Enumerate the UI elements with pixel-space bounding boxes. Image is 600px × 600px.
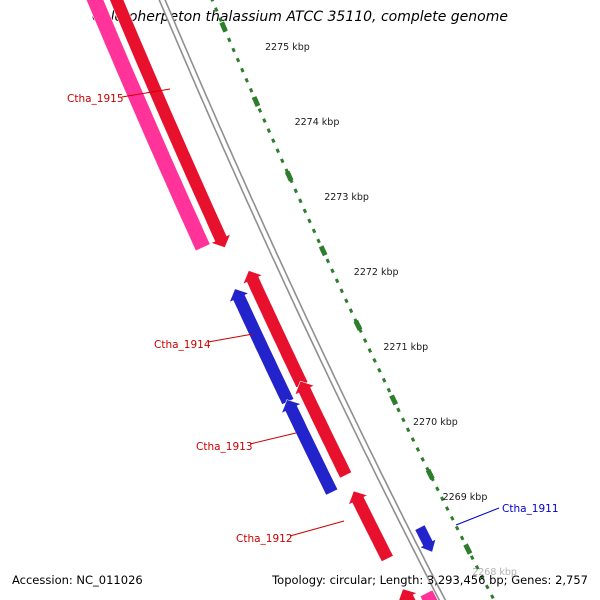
- tick-label-2273kbp: 2273 kbp: [324, 192, 369, 203]
- gene-label-Ctha_1915[interactable]: Ctha_1915: [67, 93, 124, 105]
- gene-unlabeled-blue-5[interactable]: [281, 399, 339, 496]
- gene-layer: [76, 0, 468, 600]
- major-tick-2272kbp: [318, 245, 328, 257]
- leader-line-Ctha_1915: [121, 88, 171, 98]
- tick-label-2272kbp: 2272 kbp: [354, 267, 399, 278]
- gene-Ctha_1913[interactable]: [294, 380, 353, 479]
- leader-line-Ctha_1913: [249, 432, 297, 445]
- gene-unlabeled-pink-0[interactable]: [76, 0, 211, 252]
- tick-label-2274kbp: 2274 kbp: [295, 117, 340, 128]
- leader-line-Ctha_1914: [207, 333, 254, 343]
- tick-label-2268kbp: 2268 kbp: [472, 567, 517, 578]
- gene-unlabeled-red-8[interactable]: [398, 588, 447, 600]
- backbone-layer: [158, 0, 447, 600]
- gene-Ctha_1915[interactable]: [102, 0, 232, 248]
- major-tick-2273kbp: [284, 170, 294, 182]
- leader-line-Ctha_1911: [455, 507, 500, 526]
- major-tick-2274kbp: [251, 96, 261, 108]
- gene-Ctha_1912[interactable]: [347, 490, 394, 563]
- map-title: Chloroherpeton thalassium ATCC 35110, co…: [92, 9, 508, 25]
- gene-label-Ctha_1914[interactable]: Ctha_1914: [154, 339, 211, 351]
- minor-tick-dashes: [210, 0, 495, 600]
- tick-label-2269kbp: 2269 kbp: [443, 492, 488, 503]
- major-tick-2270kbp: [389, 394, 399, 406]
- footer-accession: Accession: NC_011026: [12, 573, 143, 587]
- backbone-gap: [160, 0, 445, 600]
- gene-Ctha_1911[interactable]: [414, 524, 437, 553]
- major-tick-2271kbp: [353, 319, 363, 331]
- scale-layer: 2275 kbp 2274 kbp 2273 kbp 2272 kbp 2271 kbp…: [210, 0, 517, 600]
- gene-label-Ctha_1912[interactable]: Ctha_1912: [236, 533, 293, 545]
- gene-label-Ctha_1911[interactable]: Ctha_1911: [502, 503, 559, 515]
- major-tick-2268kbp: [463, 543, 473, 555]
- gene-label-Ctha_1913[interactable]: Ctha_1913: [196, 441, 253, 453]
- tick-label-2271kbp: 2271 kbp: [383, 342, 428, 353]
- major-tick-2275kbp: [219, 21, 228, 33]
- gene-unlabeled-pink-9[interactable]: [419, 589, 468, 600]
- tick-label-2275kbp: 2275 kbp: [265, 42, 310, 53]
- footer-genome-info: Topology: circular; Length: 3,293,456 bp…: [271, 573, 588, 587]
- major-tick-2269kbp: [425, 468, 435, 481]
- gene-label-layer: Ctha_1915 Ctha_1914 Ctha_1913 Ctha_1912 Ctha…: [67, 88, 559, 545]
- tick-label-2270kbp: 2270 kbp: [413, 417, 458, 428]
- leader-line-Ctha_1912: [289, 520, 345, 537]
